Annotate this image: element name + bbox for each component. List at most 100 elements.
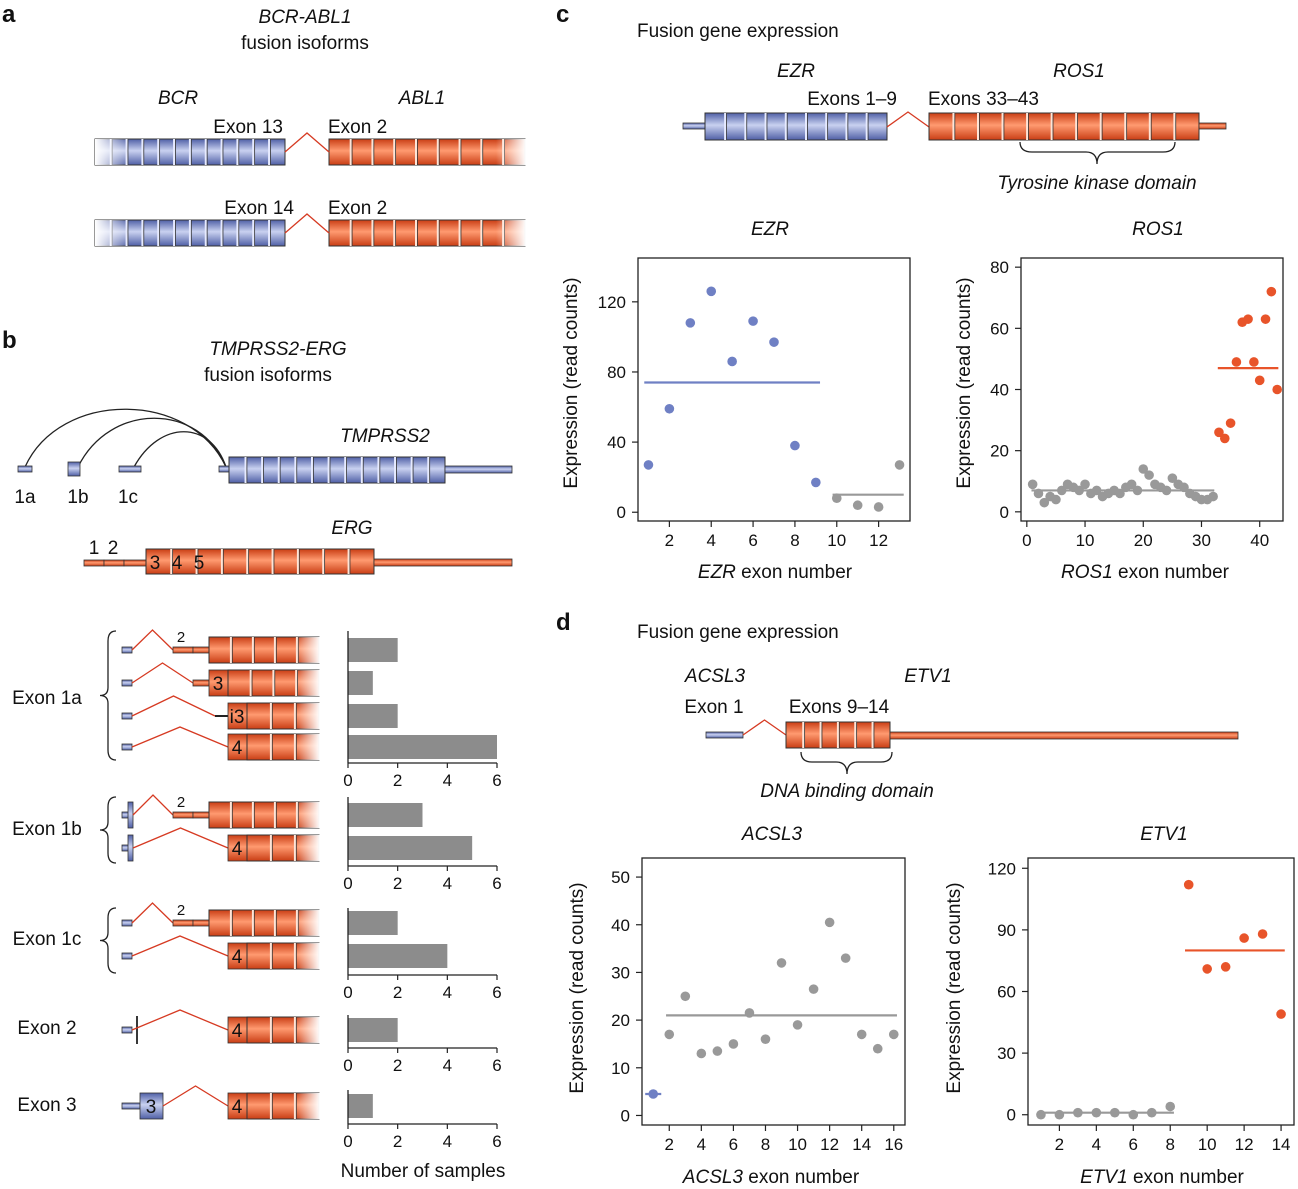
series-1-point xyxy=(1179,482,1189,493)
tmprss2-exon-1 xyxy=(121,743,133,751)
x-tick-label: 8 xyxy=(790,531,799,550)
splice-arc-1c xyxy=(133,431,227,468)
series-2-point xyxy=(728,1039,739,1049)
abl1-gene-label: ABL1 xyxy=(398,88,445,109)
erg-exons xyxy=(145,548,375,575)
bar-4 xyxy=(348,735,497,759)
y-tick-label: 30 xyxy=(611,963,630,982)
x-tick-label: 6 xyxy=(748,531,757,550)
tmprss2-exon-1 xyxy=(121,712,133,720)
erg-linker xyxy=(192,811,210,819)
series-2-point xyxy=(1214,427,1224,438)
series-2-point xyxy=(852,500,863,511)
series-1-point xyxy=(811,477,821,488)
y-tick-label: 0 xyxy=(1000,503,1009,522)
tmprss2-exon-1 xyxy=(121,679,133,687)
erg-fade xyxy=(296,734,320,760)
bar-8 xyxy=(348,944,448,968)
erg-utr3 xyxy=(373,558,513,567)
series-1-point xyxy=(1074,485,1085,496)
bcr-abl1-splice xyxy=(284,132,330,153)
series-1-point xyxy=(1091,485,1102,496)
x-tick-label: 10 xyxy=(827,531,846,550)
ezr-ros1-splice xyxy=(886,111,930,128)
group-brace xyxy=(99,796,117,864)
series-1-point xyxy=(1054,1109,1065,1120)
splice-junction xyxy=(131,902,174,924)
series-2-point xyxy=(664,1029,675,1040)
plot-frame xyxy=(1027,857,1295,1126)
bar-tick-label: 6 xyxy=(492,983,501,1002)
series-1-point xyxy=(1051,494,1061,505)
series-1-point xyxy=(1208,491,1218,502)
group-label-exon-1a: Exon 1a xyxy=(12,688,82,709)
series-1-point xyxy=(1027,479,1038,490)
erg-fade xyxy=(296,835,320,861)
series-2-point xyxy=(894,460,905,470)
series-1-point xyxy=(748,316,758,326)
series-1-point xyxy=(1144,470,1154,480)
acsl3-exon-1 xyxy=(705,731,744,739)
bar-x-axis-label: Number of samples xyxy=(341,1161,506,1182)
series-2-point xyxy=(776,958,787,968)
series-2-point xyxy=(1225,418,1236,428)
ros1-exons-body xyxy=(928,112,1200,141)
y-tick-label: 30 xyxy=(997,1044,1016,1063)
abl1-exons-isoform-1 xyxy=(328,138,526,166)
splice-junction xyxy=(132,794,174,816)
panel-b-title-sub: fusion isoforms xyxy=(204,365,332,386)
tyrosine-kinase-brace xyxy=(1019,141,1176,165)
bar-tick-label: 4 xyxy=(443,983,452,1002)
series-1-point xyxy=(1036,1109,1046,1120)
isoform1-abl1-exon: Exon 2 xyxy=(328,117,387,138)
sample-count-bar-charts: 0 2 4 6 0 2 4 6 0 2 4 6 0 2 4 6 0 2 4 6 xyxy=(343,631,502,1151)
erg-linker xyxy=(192,679,210,687)
etv1-y-axis-label: Expression (read counts) xyxy=(944,882,965,1093)
x-tick-label: 0 xyxy=(1022,531,1031,550)
series-1-point xyxy=(1115,488,1125,499)
x-tick-label: 10 xyxy=(788,1135,807,1154)
dna-binding-domain-label: DNA binding domain xyxy=(760,781,934,802)
dna-binding-brace xyxy=(800,751,893,775)
abl1-fade xyxy=(496,220,526,246)
erg-exons-body xyxy=(145,548,375,575)
tmprss2-exon-1b xyxy=(127,834,134,862)
series-1-point xyxy=(1167,473,1178,483)
erg-fade xyxy=(296,943,320,969)
bar-3 xyxy=(348,704,398,728)
tmprss2-exons-body xyxy=(228,456,446,484)
erg-exon-4-label: 4 xyxy=(232,738,243,759)
bar-9 xyxy=(348,1018,398,1042)
erg-exon-2 xyxy=(172,919,194,927)
x-tick-label: 10 xyxy=(1198,1135,1217,1154)
bar-tick-label: 4 xyxy=(443,1056,452,1075)
panel-d: Fusion gene expression ACSL3 ETV1 Exon 1… xyxy=(567,622,1295,1188)
series-1-point xyxy=(1132,485,1143,496)
bar-tick-label: 0 xyxy=(343,1132,352,1151)
acsl3-gene-label: ACSL3 xyxy=(684,666,746,687)
erg-linker xyxy=(192,919,210,927)
series-1-point xyxy=(790,440,800,451)
erg-exon-2 xyxy=(172,646,194,654)
panel-a-title-gene: BCR-ABL1 xyxy=(259,7,352,28)
y-tick-label: 40 xyxy=(607,433,626,452)
erg-fade xyxy=(296,1093,320,1119)
ezr-y-axis-label: Expression (read counts) xyxy=(561,277,582,488)
exon-1a xyxy=(17,465,33,473)
x-tick-label: 10 xyxy=(1076,531,1095,550)
bcr-abl1-structures xyxy=(94,132,526,247)
erg-exon3-label: 3 xyxy=(150,553,161,574)
series-2-point xyxy=(831,493,842,504)
erg-linker xyxy=(123,559,147,567)
series-2-point xyxy=(1243,314,1253,324)
abl1-exons-isoform-2 xyxy=(328,219,526,247)
x-tick-label: 4 xyxy=(706,531,715,550)
bar-tick-label: 4 xyxy=(443,771,452,790)
ros1-scatter-plot: 0 10 20 30 40 0 20 40 60 80 xyxy=(990,257,1284,550)
x-tick-label: 12 xyxy=(820,1135,839,1154)
tmprss2-utr3 xyxy=(444,465,513,474)
bar-tick-label: 0 xyxy=(343,874,352,893)
series-2-point xyxy=(824,917,835,928)
